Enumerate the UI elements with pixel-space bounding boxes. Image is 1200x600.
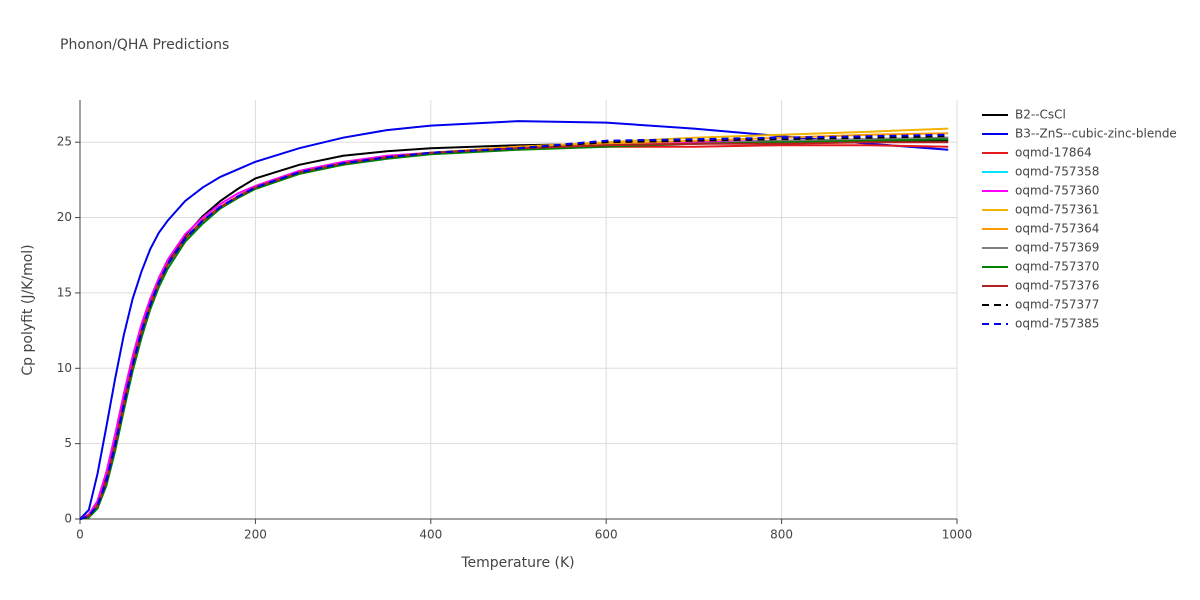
series-line xyxy=(79,138,949,520)
y-tick-label: 20 xyxy=(57,210,72,224)
x-axis-label: Temperature (K) xyxy=(460,555,574,571)
series-line xyxy=(79,136,949,520)
y-tick-label: 5 xyxy=(64,436,72,450)
legend-label: oqmd-757360 xyxy=(1015,184,1099,198)
series-line xyxy=(79,133,949,520)
y-tick-label: 25 xyxy=(57,135,72,149)
legend-label: oqmd-757361 xyxy=(1015,203,1099,217)
x-tick-label: 800 xyxy=(770,528,793,542)
legend-label: B2--CsCl xyxy=(1015,108,1066,122)
legend-label: oqmd-17864 xyxy=(1015,146,1092,160)
series-line xyxy=(79,144,949,520)
legend-label: oqmd-757358 xyxy=(1015,165,1099,179)
legend-label: B3--ZnS--cubic-zinc-blende xyxy=(1015,127,1177,141)
x-tick-label: 0 xyxy=(76,528,84,542)
legend-label: oqmd-757364 xyxy=(1015,222,1099,236)
legend-label: oqmd-757377 xyxy=(1015,298,1099,312)
chart-title: Phonon/QHA Predictions xyxy=(60,37,229,53)
series-line xyxy=(79,139,949,520)
x-tick-label: 400 xyxy=(419,528,442,542)
y-tick-label: 15 xyxy=(57,285,72,299)
series-line xyxy=(79,136,949,520)
series-line xyxy=(79,127,949,520)
legend-label: oqmd-757370 xyxy=(1015,260,1099,274)
series-line xyxy=(79,136,949,520)
x-tick-label: 200 xyxy=(244,528,267,542)
legend-label: oqmd-757369 xyxy=(1015,241,1099,255)
y-tick-label: 0 xyxy=(64,512,72,526)
x-tick-label: 600 xyxy=(595,528,618,542)
x-tick-label: 1000 xyxy=(942,528,973,542)
y-tick-label: 10 xyxy=(57,361,72,375)
series-line xyxy=(79,141,949,520)
series-line xyxy=(79,120,949,520)
legend-label: oqmd-757385 xyxy=(1015,317,1099,331)
series-line xyxy=(79,135,949,520)
legend-label: oqmd-757376 xyxy=(1015,279,1099,293)
y-axis-label: Cp polyfit (J/K/mol) xyxy=(20,244,36,375)
series-line xyxy=(79,132,949,520)
